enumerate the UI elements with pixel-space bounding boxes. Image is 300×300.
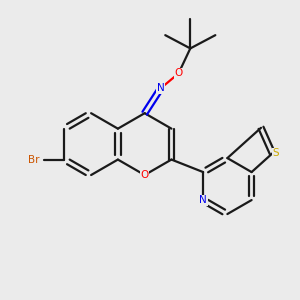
Text: S: S — [272, 148, 279, 158]
Text: N: N — [157, 83, 165, 93]
Text: O: O — [174, 68, 183, 78]
Text: O: O — [140, 170, 149, 180]
Text: N: N — [199, 195, 207, 205]
Text: Br: Br — [28, 154, 39, 165]
